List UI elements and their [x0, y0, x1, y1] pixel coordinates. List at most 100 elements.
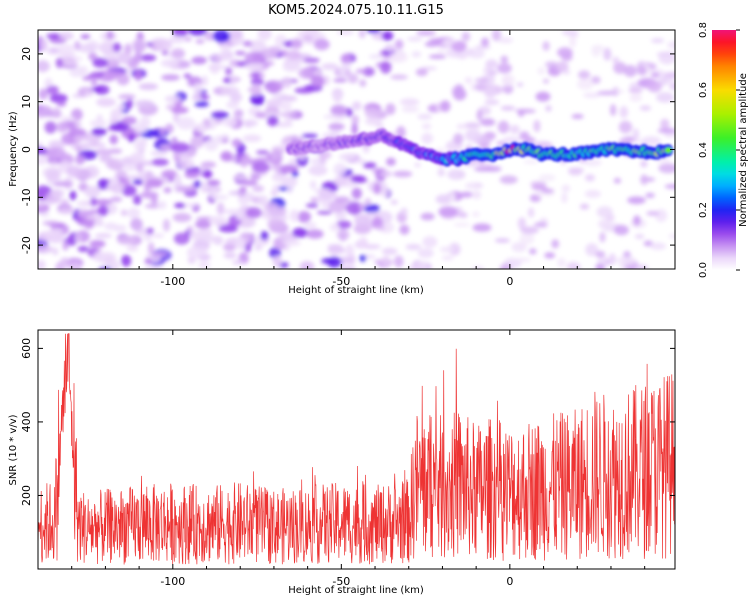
heatmap-cell: [45, 33, 64, 39]
heatmap-cell: [282, 62, 301, 72]
heatmap-cell: [55, 265, 67, 269]
heatmap-cell: [579, 203, 590, 210]
heatmap-cell: [110, 196, 123, 203]
heatmap-cell: [613, 61, 627, 74]
heatmap-cell: [208, 215, 228, 225]
heatmap-cell: [333, 78, 348, 83]
heatmap-cell: [633, 215, 641, 226]
heatmap-cell: [58, 31, 74, 40]
heatmap-cell: [38, 146, 48, 155]
heatmap-cell: [364, 106, 381, 119]
heatmap-cell: [278, 95, 297, 101]
heatmap-cell: [236, 208, 243, 221]
heatmap-cell: [118, 51, 131, 65]
heatmap-cell: [414, 162, 421, 168]
heatmap-cell: [209, 63, 220, 74]
heatmap-cell: [279, 164, 299, 173]
heatmap-cell: [292, 227, 308, 238]
x-tick-label: -50: [332, 575, 350, 588]
heatmap-cell: [585, 243, 599, 257]
heatmap-cell: [603, 47, 612, 61]
heatmap-cell: [190, 136, 204, 149]
heatmap-cell: [650, 72, 660, 78]
snr-panel: -100 -50 0 200 400 600 Height of straight li…: [8, 329, 676, 596]
heatmap-cell: [187, 225, 194, 232]
heatmap-cell: [628, 87, 643, 94]
heatmap-cell: [451, 40, 467, 52]
heatmap-cell: [640, 160, 648, 168]
heatmap-cell: [399, 224, 410, 235]
heatmap-cell: [417, 248, 434, 258]
heatmap-cell: [260, 231, 269, 241]
heatmap-cell: [40, 212, 50, 218]
heatmap-cell: [498, 37, 514, 44]
colorbar: 0.0 0.2 0.4 0.6 0.8 Normalized spectral ampl…: [698, 22, 749, 278]
y-tick-label: 10: [20, 95, 33, 109]
heatmap-cell: [274, 121, 294, 128]
heatmap-cell: [38, 259, 46, 269]
heatmap-cell: [150, 196, 158, 204]
heatmap-cell: [634, 233, 645, 240]
heatmap-cell: [134, 40, 146, 53]
heatmap-cell: [577, 78, 594, 90]
heatmap-cell: [436, 49, 446, 55]
heatmap-cell: [494, 238, 510, 243]
heatmap-cell: [200, 181, 208, 193]
heatmap-cell: [453, 222, 470, 227]
heatmap-cell: [491, 30, 502, 42]
heatmap-cell: [80, 34, 91, 40]
heatmap-cell: [407, 264, 428, 269]
y-tick-label: 600: [20, 338, 33, 359]
heatmap-cell: [321, 63, 339, 71]
heatmap-cell: [298, 67, 317, 80]
heatmap-cell: [441, 255, 454, 261]
heatmap-cell: [239, 156, 249, 168]
heatmap-cell: [235, 237, 246, 250]
heatmap-cell: [660, 118, 670, 130]
heatmap-cell: [51, 107, 62, 119]
y-tick-label: 400: [20, 411, 33, 432]
heatmap-cell: [158, 127, 167, 136]
heatmap-cell: [385, 157, 396, 166]
heatmap-cell: [499, 263, 512, 269]
heatmap-cell: [250, 83, 262, 97]
heatmap-cell: [188, 30, 208, 36]
heatmap-cell: [512, 244, 523, 252]
heatmap-cell: [77, 43, 97, 53]
heatmap-cell: [380, 61, 392, 74]
heatmap-cell: [96, 97, 116, 107]
heatmap-cell: [56, 121, 69, 133]
heatmap-cell: [57, 44, 76, 53]
heatmap-cell: [242, 40, 253, 47]
heatmap-cell: [121, 116, 137, 125]
heatmap-cell: [470, 83, 477, 92]
heatmap-cell: [351, 187, 362, 200]
heatmap-cell: [538, 174, 556, 182]
colorbar-tick-label: 0.6: [698, 82, 709, 98]
x-tick-label: 0: [506, 575, 513, 588]
heatmap-cell: [130, 218, 143, 231]
heatmap-cell: [91, 127, 107, 136]
heatmap-cell: [105, 160, 122, 170]
heatmap-cell: [278, 232, 298, 243]
heatmap-cell: [627, 196, 646, 205]
heatmap-cell: [257, 30, 272, 41]
heatmap-cell: [646, 211, 660, 216]
heatmap-cell: [371, 216, 383, 229]
heatmap-cell: [390, 199, 398, 205]
heatmap-cell: [384, 44, 396, 52]
heatmap-cell: [61, 199, 69, 207]
heatmap-cell: [555, 61, 569, 73]
heatmap-cell: [160, 59, 179, 68]
heatmap-cell: [58, 52, 77, 57]
heatmap-cell: [542, 78, 550, 84]
heatmap-cell: [415, 68, 428, 77]
heatmap-cell: [289, 209, 300, 222]
heatmap-cell: [187, 246, 203, 259]
heatmap-cell: [460, 191, 473, 198]
x-tick-label: 0: [506, 275, 513, 288]
heatmap-cell: [138, 83, 159, 91]
heatmap-ridge: [285, 127, 674, 167]
heatmap-cell: [50, 188, 65, 199]
snr-x-label: Height of straight line (km): [288, 585, 424, 596]
